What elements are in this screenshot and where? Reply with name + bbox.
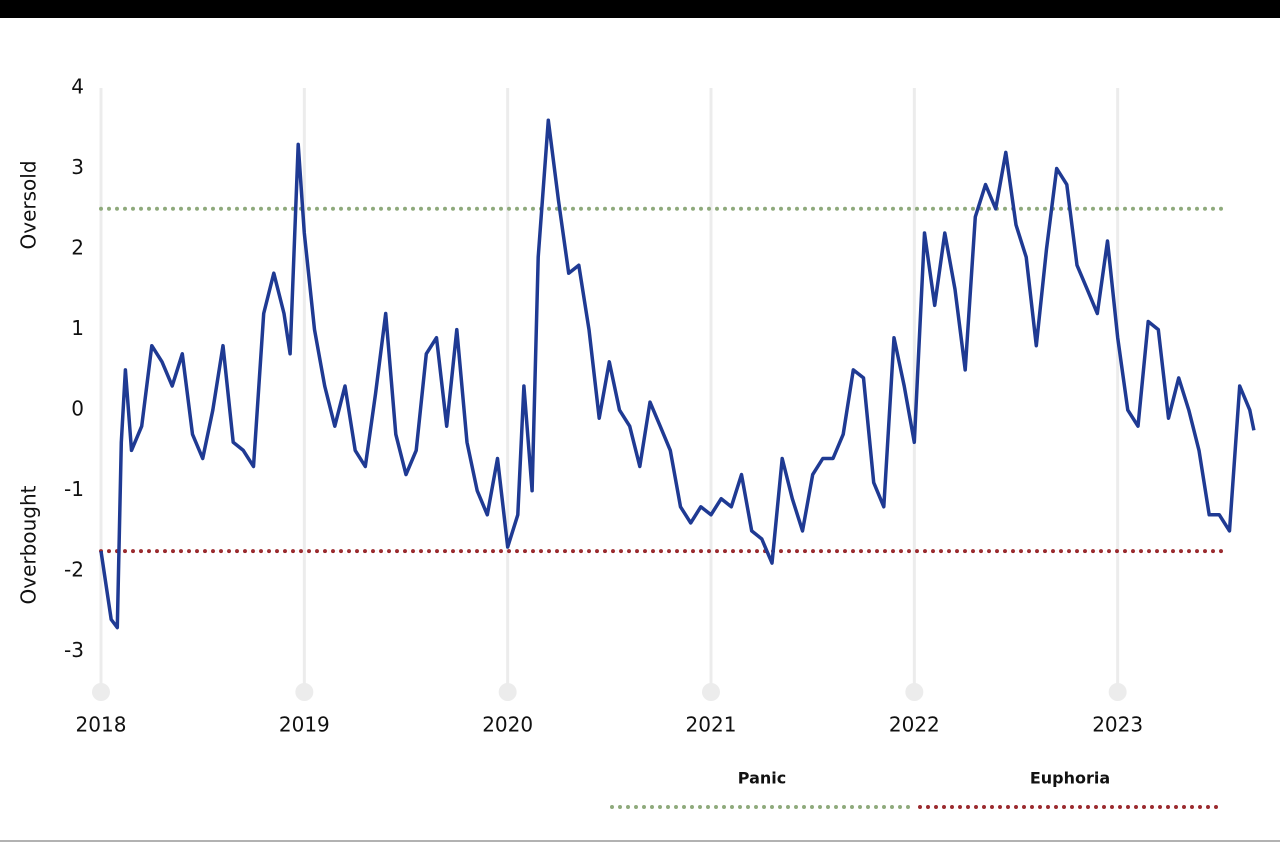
y-tick-label: 3	[71, 155, 84, 179]
x-tick-dot	[92, 683, 110, 701]
x-tick-dot	[702, 683, 720, 701]
x-tick-label: 2020	[482, 713, 533, 737]
x-tick-label: 2019	[279, 713, 330, 737]
top-bar	[0, 0, 1280, 18]
y-tick-label: -1	[64, 477, 84, 501]
x-tick-dot	[295, 683, 314, 701]
y-tick-label: 1	[71, 316, 84, 340]
y-tick-label: -3	[64, 638, 84, 662]
data-line	[99, 118, 1256, 630]
y-tick-label: 0	[71, 397, 84, 421]
x-tick-label: 2023	[1092, 713, 1143, 737]
x-tick-label: 2022	[889, 713, 940, 737]
y-label-upper: Oversold	[17, 160, 41, 249]
x-tick-label: 2018	[76, 713, 127, 737]
legend-label: Panic	[738, 769, 786, 788]
x-tick-dot	[1108, 683, 1127, 701]
x-tick-dot	[905, 683, 924, 701]
y-label-lower: Overbought	[17, 485, 41, 604]
legend-label: Euphoria	[1030, 769, 1110, 788]
x-tick-dot	[498, 683, 517, 701]
y-tick-label: 2	[71, 236, 84, 260]
y-tick-label: 4	[71, 75, 84, 99]
y-tick-label: -2	[64, 558, 84, 582]
x-tick-label: 2021	[686, 713, 737, 737]
